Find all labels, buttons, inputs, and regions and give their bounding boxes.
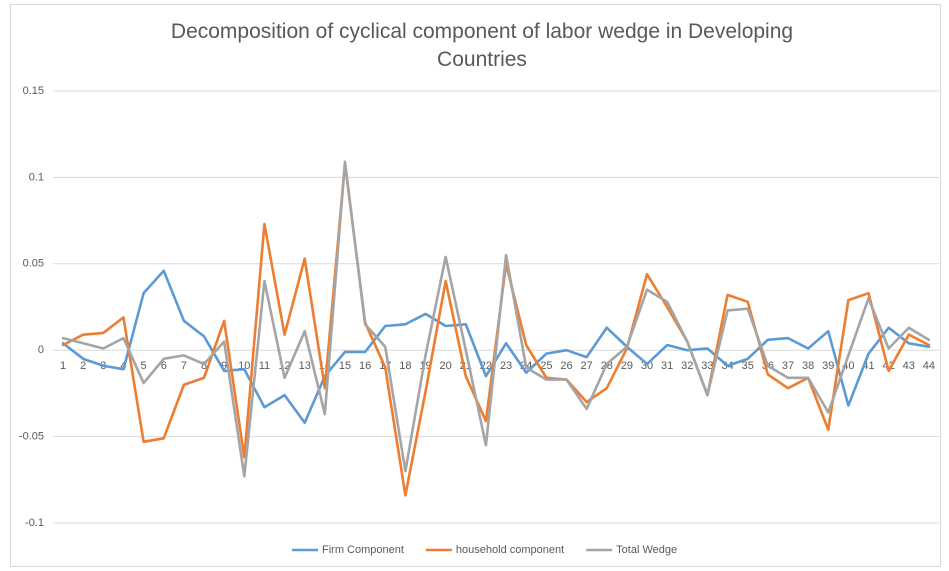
legend-label: household component [456,544,564,556]
x-tick-label: 23 [500,360,512,372]
x-tick-label: 8 [201,360,207,372]
y-tick-label: 0 [38,344,44,356]
x-tick-label: 33 [701,360,713,372]
x-tick-label: 7 [181,360,187,372]
chart-title: Decomposition of cyclical component of l… [170,20,794,71]
x-tick-label: 31 [661,360,673,372]
x-tick-label: 37 [782,360,794,372]
x-tick-label: 15 [339,360,351,372]
x-tick-label: 27 [580,360,592,372]
x-tick-label: 26 [560,360,572,372]
x-tick-label: 11 [259,360,270,372]
y-tick-label: 0.15 [23,85,44,97]
y-tick-label: -0.05 [19,431,44,443]
legend-label: Total Wedge [616,544,677,556]
x-tick-label: 16 [359,360,371,372]
data-line [61,160,931,478]
x-tick-label: 44 [923,360,935,372]
x-tick-label: 18 [399,360,411,372]
x-tick-label: 20 [440,360,452,372]
x-tick-label: 1 [60,360,66,372]
x-tick-label: 5 [141,360,147,372]
x-tick-label: 6 [161,360,167,372]
x-tick-label: 39 [822,360,834,372]
x-tick-label: 38 [802,360,814,372]
y-tick-label: -0.1 [25,517,44,529]
x-tick-label: 35 [742,360,754,372]
x-tick-label: 32 [681,360,693,372]
x-tick-label: 29 [621,360,633,372]
legend-label: Firm Component [322,544,404,556]
y-tick-label: 0.05 [23,258,44,270]
x-tick-label: 13 [299,360,311,372]
y-tick-label: 0.1 [29,171,44,183]
x-tick-label: 2 [80,360,86,372]
chart-border [10,4,941,567]
x-tick-label: 43 [903,360,915,372]
x-tick-label: 25 [540,360,552,372]
x-tick-label: 9 [221,360,227,372]
